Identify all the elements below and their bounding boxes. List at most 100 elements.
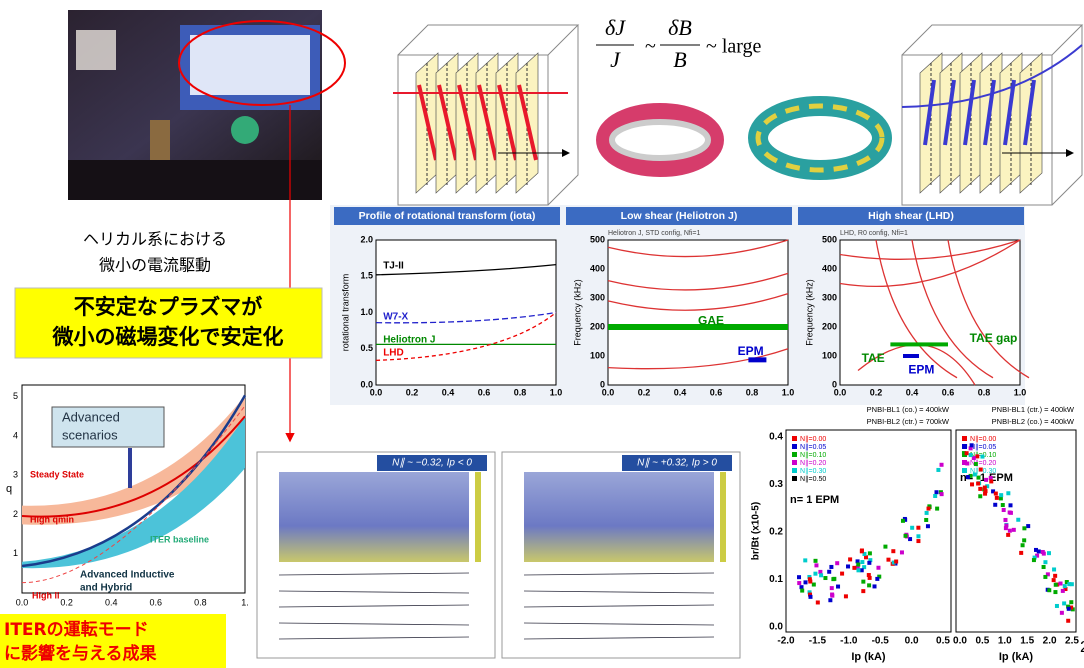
scatter-point — [835, 561, 839, 565]
scatter-point — [925, 511, 929, 515]
plot-annotation: TAE gap — [970, 331, 1018, 345]
scatter-point — [886, 558, 890, 562]
y-axis-label: Frequency (kHz) — [804, 279, 814, 346]
scatter-point — [1055, 604, 1059, 608]
legend-swatch — [792, 476, 797, 481]
scatter-point — [852, 566, 856, 570]
scatter-point — [867, 561, 871, 565]
y-tick-label: 3 — [13, 470, 18, 480]
x-tick-label: 0.2 — [870, 387, 883, 397]
x-tick-label: 0.2 — [638, 387, 651, 397]
legend-swatch — [962, 436, 967, 441]
y-tick-label: 0.4 — [769, 432, 783, 443]
legend-entry: N∥=0.00 — [970, 435, 996, 443]
power-header: PNBI-BL2 (co.) = 400kW — [992, 417, 1075, 426]
x-tick-label: 0.0 — [834, 387, 847, 397]
scatter-point — [994, 492, 998, 496]
power-header: PNBI-BL2 (ctr.) = 700kW — [867, 417, 950, 426]
spectrogram-title: N∥ ~ −0.32, Ip < 0 — [392, 458, 472, 469]
scatter-point — [848, 557, 852, 561]
scatter-point — [970, 443, 974, 447]
q-annotation: High qmin — [30, 514, 74, 524]
panel-title: Profile of rotational transform (iota) — [359, 210, 536, 222]
formula-part: δJ — [605, 15, 626, 40]
caption: 微小の電流駆動 — [99, 256, 211, 275]
scatter-point — [1021, 543, 1025, 547]
scatter-point — [965, 461, 969, 465]
torus-label: LHD — [809, 129, 836, 144]
scatter-point — [916, 534, 920, 538]
q-annotation: ITER baseline — [150, 534, 209, 544]
formula-part: B — [673, 47, 686, 72]
scatter-point — [1006, 533, 1010, 537]
scatter-point — [883, 545, 887, 549]
scatter-point — [829, 565, 833, 569]
scatter-point — [1032, 558, 1036, 562]
scatter-point — [1063, 584, 1067, 588]
q-profile-plot — [22, 385, 245, 593]
scatter-point — [861, 589, 865, 593]
y-tick-label: 0.3 — [769, 479, 783, 490]
x-tick-label: 2.5 — [1065, 636, 1079, 647]
plot-annotation: LHD — [383, 348, 404, 359]
y-tick-label: 400 — [590, 263, 605, 273]
scatter-point — [840, 572, 844, 576]
scatter-point — [1043, 575, 1047, 579]
scatter-point — [1026, 524, 1030, 528]
scatter-point — [860, 560, 864, 564]
q-annotation: Advanced Inductive — [80, 570, 175, 581]
scatter-point — [976, 482, 980, 486]
panel-title: Low shear (Heliotron J) — [621, 210, 738, 222]
scenario-text: Advanced — [62, 409, 120, 424]
scatter-point — [867, 573, 871, 577]
scatter-point — [935, 507, 939, 511]
scatter-point — [797, 581, 801, 585]
scatter-point — [1042, 552, 1046, 556]
scatter-point — [1062, 601, 1066, 605]
caption: ヘリカル系における — [83, 230, 227, 249]
scatter-point — [873, 584, 877, 588]
scatter-point — [804, 580, 808, 584]
scatter-point — [846, 564, 850, 568]
x-tick-label: -1.5 — [809, 636, 827, 647]
scatter-point — [830, 594, 834, 598]
x-tick-label: 0.0 — [16, 597, 29, 607]
x-tick-label: 0.5 — [936, 636, 950, 647]
scatter-point — [924, 518, 928, 522]
scatter-point — [900, 550, 904, 554]
scatter-point — [940, 463, 944, 467]
x-tick-label: 0.8 — [194, 597, 207, 607]
scatter-point — [1067, 582, 1071, 586]
highlight-text: 微小の磁場変化で安定化 — [52, 325, 284, 349]
scatter-point — [823, 576, 827, 580]
legend-entry: N∥=0.50 — [800, 475, 826, 483]
scatter-point — [935, 490, 939, 494]
scatter-point — [963, 444, 967, 448]
spectrogram-image — [524, 472, 714, 562]
scatter-point — [1002, 508, 1006, 512]
scatter-point — [797, 575, 801, 579]
plot-annotation: EPM — [908, 363, 934, 377]
y-tick-label: 0.1 — [769, 574, 783, 585]
scatter-point — [1067, 607, 1071, 611]
scatter-point — [861, 580, 865, 584]
y-tick-label: 100 — [822, 350, 837, 360]
scatter-point — [1012, 528, 1016, 532]
scatter-point — [1047, 588, 1051, 592]
mode-label: n= 1 EPM — [790, 494, 839, 506]
scatter-point — [940, 492, 944, 496]
scatter-point — [970, 482, 974, 486]
plot-annotation: GAE — [698, 313, 724, 327]
scatter-point — [976, 476, 980, 480]
y-axis-label: Frequency (kHz) — [572, 279, 582, 346]
scatter-point — [936, 468, 940, 472]
legend-entry: N∥=0.20 — [800, 459, 826, 467]
scatter-point — [812, 583, 816, 587]
y-tick-label: 4 — [13, 430, 18, 440]
y-tick-label: 300 — [590, 292, 605, 302]
y-tick-label: 200 — [590, 321, 605, 331]
x-tick-label: 0.0 — [370, 387, 383, 397]
scatter-point — [891, 549, 895, 553]
formula-part: J — [610, 47, 621, 72]
legend-swatch — [792, 468, 797, 473]
